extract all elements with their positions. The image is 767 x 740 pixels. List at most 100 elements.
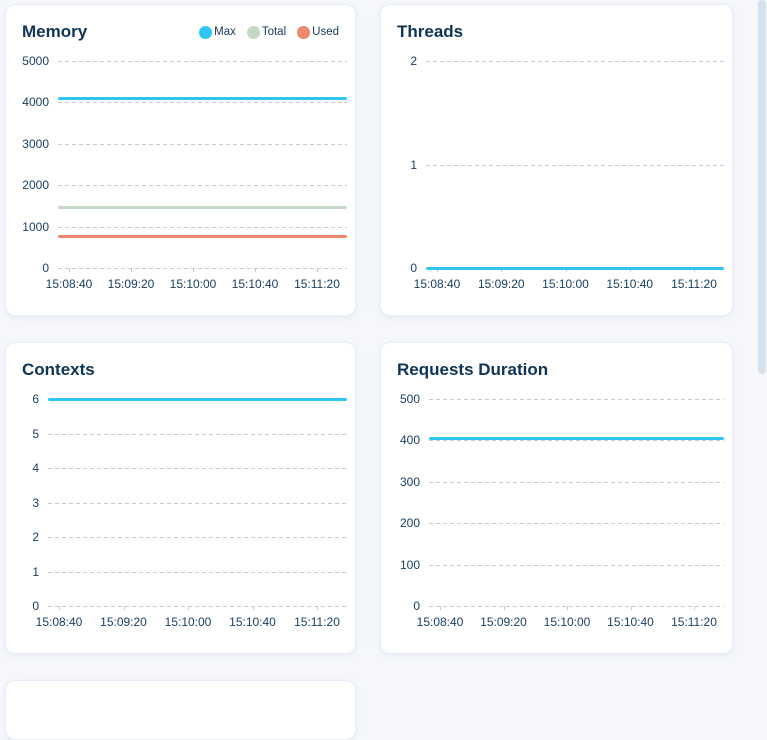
x-tick-label: 15:08:40	[416, 615, 464, 629]
legend-dot-max	[199, 25, 213, 39]
y-tick-label: 1000	[22, 219, 49, 234]
x-tick-mark	[252, 606, 254, 610]
legend-label-max: Max	[214, 26, 236, 38]
x-tick-mark	[565, 268, 567, 272]
x-tick-label: 15:08:40	[45, 277, 93, 291]
y-tick-label: 4000	[22, 95, 49, 110]
y-tick-label: 2	[410, 54, 417, 68]
x-tick-mark	[59, 606, 60, 610]
legend-dot-used	[297, 25, 311, 39]
card-header: Contexts	[6, 343, 355, 385]
y-tick-label: 4	[32, 461, 39, 475]
x-tick-mark	[503, 606, 505, 610]
y-tick-label: 200	[399, 516, 420, 531]
y-tick-label: 0	[410, 261, 417, 275]
legend-item-total[interactable]: Total	[246, 25, 287, 39]
x-tick-label: 15:10:40	[229, 615, 276, 629]
y-tick-label: 5000	[22, 54, 49, 68]
x-tick-label: 15:10:00	[543, 615, 591, 629]
x-tick-label: 15:09:20	[480, 615, 527, 629]
x-tick-mark	[629, 268, 631, 272]
x-tick-label: 15:10:00	[164, 615, 212, 629]
gridline	[58, 268, 347, 269]
x-tick-mark	[694, 606, 695, 610]
memory-chart-card: Memory Max Total Used 0 1000 2000 3000 4000 500…	[5, 4, 356, 316]
x-tick-label: 15:08:40	[413, 277, 461, 291]
x-tick-mark	[69, 268, 70, 272]
x-tick-label: 15:09:20	[100, 615, 147, 629]
x-tick-mark	[630, 606, 632, 610]
y-tick-label: 1	[410, 157, 417, 172]
y-tick-label: 0	[42, 261, 49, 275]
x-tick-mark	[567, 606, 568, 610]
x-tick-mark	[255, 268, 256, 272]
chart-title-requests-duration: Requests Duration	[397, 360, 549, 379]
gridline	[58, 185, 347, 187]
gridline	[58, 143, 347, 145]
x-tick-label: 15:11:20	[294, 277, 340, 291]
x-tick-label: 15:08:40	[35, 615, 83, 629]
gridline	[58, 61, 347, 62]
scrollbar-thumb[interactable]	[758, 0, 766, 374]
x-tick-label: 15:11:20	[294, 615, 340, 629]
y-tick-label: 300	[399, 474, 420, 489]
x-tick-label: 15:11:20	[671, 277, 717, 291]
x-tick-mark	[440, 606, 441, 610]
contexts-chart-card: Contexts 0 1 2 3 4 5 6 15:08:40 15:09:20 15:10:00…	[5, 342, 356, 654]
x-tick-mark	[317, 606, 318, 610]
gridline	[48, 502, 347, 504]
y-tick-label: 5	[32, 426, 39, 441]
requests-duration-plot-area: 0 100 200 300 400 500 15:08:40 15:09:20 15:10:00…	[381, 387, 732, 637]
chart-title-contexts: Contexts	[22, 360, 95, 379]
x-tick-label: 15:10:00	[542, 277, 589, 291]
gridline	[429, 564, 724, 566]
chart-title-memory: Memory	[22, 22, 88, 41]
legend-item-used[interactable]: Used	[297, 25, 339, 39]
y-tick-label: 2	[32, 530, 39, 544]
card-header: Memory Max Total Used	[6, 5, 355, 47]
contexts-plot-area: 0 1 2 3 4 5 6 15:08:40 15:09:20 15:10:00 15:10:40 1…	[6, 387, 355, 637]
gridline	[426, 164, 724, 166]
x-tick-label: 15:11:20	[671, 615, 717, 629]
y-tick-label: 400	[399, 433, 420, 448]
gridline	[48, 537, 347, 538]
card-header: Threads	[381, 5, 732, 47]
x-tick-mark	[317, 268, 318, 272]
x-tick-label: 15:10:00	[169, 277, 217, 291]
legend-label-total: Total	[261, 26, 287, 38]
legend-dot-total	[246, 25, 260, 39]
series-line-total	[58, 206, 347, 210]
gridline	[48, 468, 347, 469]
x-tick-label: 15:09:20	[477, 277, 525, 291]
y-tick-label: 1	[32, 564, 39, 579]
y-tick-label: 0	[413, 599, 420, 613]
x-tick-mark	[123, 606, 125, 610]
gridline	[58, 226, 347, 228]
gridline	[48, 571, 347, 573]
gridline	[429, 440, 724, 442]
card-header: Requests Duration	[381, 343, 732, 385]
memory-legend: Max Total Used	[199, 25, 339, 39]
series-line-value	[429, 436, 724, 440]
requests-duration-chart-card: Requests Duration 0 100 200 300 400 500 15:08:…	[380, 342, 733, 654]
partial-chart-card	[5, 680, 356, 740]
gridline	[58, 102, 347, 104]
series-line-value	[48, 397, 347, 401]
chart-title-threads: Threads	[397, 22, 464, 41]
threads-plot-area: 0 1 2 15:08:40 15:09:20 15:10:00 15:10:40 15:11…	[381, 49, 732, 299]
x-tick-label: 15:10:40	[231, 277, 279, 291]
x-tick-mark	[501, 268, 503, 272]
threads-chart-card: Threads 0 1 2 15:08:40 15:09:20 15:10:00 15:10…	[380, 4, 733, 316]
x-tick-label: 15:09:20	[107, 277, 155, 291]
memory-plot-area: 0 1000 2000 3000 4000 5000 15:08:40 15:09:20 15:…	[6, 49, 355, 299]
legend-item-max[interactable]: Max	[199, 25, 236, 39]
x-tick-label: 15:10:40	[607, 615, 654, 629]
series-line-max	[58, 96, 347, 100]
x-tick-mark	[131, 268, 132, 272]
y-tick-label: 3000	[22, 136, 49, 151]
x-tick-mark	[437, 268, 438, 272]
x-tick-mark	[694, 268, 695, 272]
gridline	[429, 523, 724, 525]
x-tick-mark	[188, 606, 189, 610]
x-tick-mark	[193, 268, 194, 272]
